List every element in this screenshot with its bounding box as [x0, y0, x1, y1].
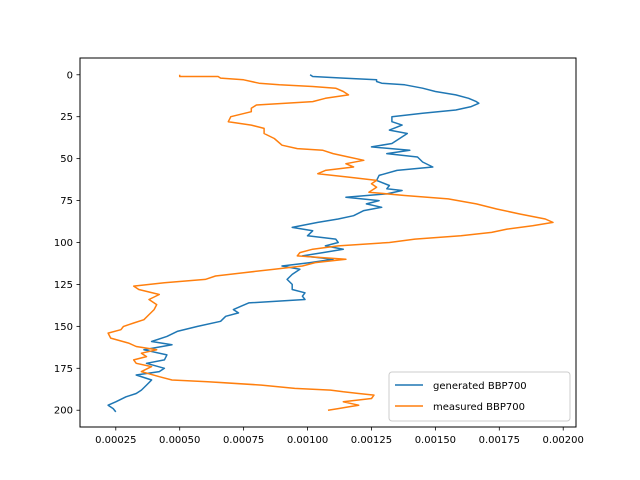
plot-lines — [107, 74, 554, 413]
x-tick-label: 0.00100 — [287, 435, 328, 446]
y-tick-label: 75 — [60, 196, 73, 207]
x-tick-label: 0.00175 — [479, 435, 520, 446]
x-axis: 0.00025 0.00050 0.00075 0.00100 0.00125 0.001… — [95, 427, 584, 446]
y-tick-label: 0 — [67, 70, 73, 81]
series-line-2 — [107, 74, 554, 411]
legend-label-1: generated BBP700 — [433, 381, 527, 392]
x-tick-label: 0.00125 — [351, 435, 392, 446]
x-tick-label: 0.00150 — [415, 435, 456, 446]
y-tick-label: 125 — [54, 280, 73, 291]
x-tick-label: 0.00200 — [543, 435, 584, 446]
x-tick-label: 0.00075 — [223, 435, 264, 446]
x-tick-label: 0.00050 — [159, 435, 200, 446]
y-axis: 0 25 50 75 100 125 150 175 200 — [54, 70, 80, 417]
y-tick-label: 100 — [54, 238, 73, 249]
y-tick-label: 50 — [60, 154, 73, 165]
y-tick-label: 25 — [60, 112, 73, 123]
x-tick-label: 0.00025 — [95, 435, 136, 446]
y-tick-label: 175 — [54, 364, 73, 375]
legend-label-2: measured BBP700 — [433, 402, 525, 413]
legend-frame — [388, 371, 571, 422]
legend: generated BBP700 measured BBP700 — [388, 371, 571, 422]
y-tick-label: 200 — [54, 406, 73, 417]
series-line-1 — [107, 74, 480, 413]
y-tick-label: 150 — [54, 322, 73, 333]
